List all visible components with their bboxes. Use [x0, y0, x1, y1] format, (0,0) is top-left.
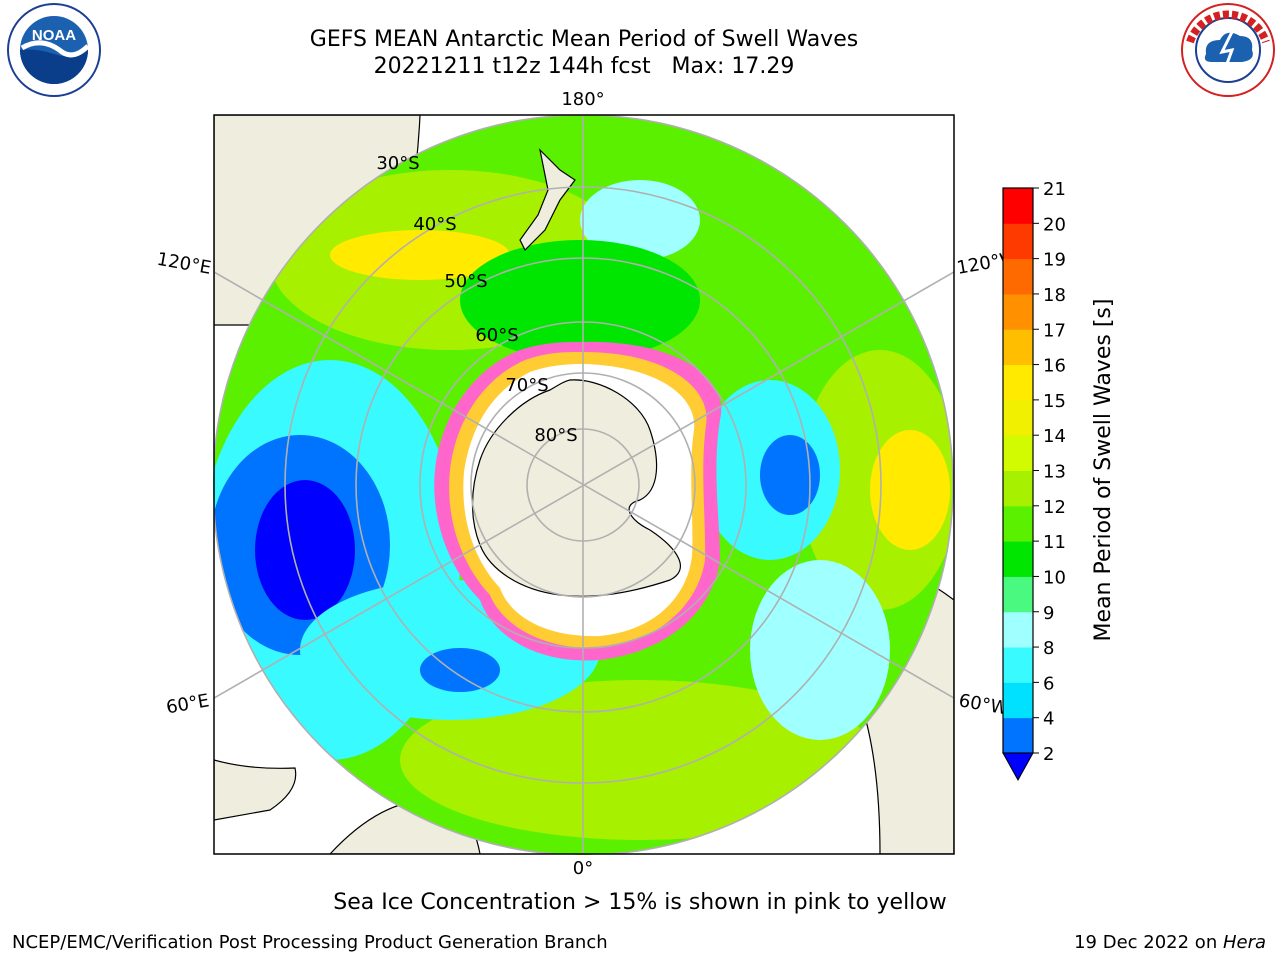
lat-label-70s: 70°S [505, 375, 548, 396]
footer-credit: NCEP/EMC/Verification Post Processing Pr… [12, 932, 608, 953]
lat-label-60s: 60°S [475, 325, 518, 346]
colorbar-segment [1003, 258, 1033, 295]
footer-date-text: 19 Dec 2022 on [1074, 932, 1223, 953]
colorbar-tick-label: 15 [1043, 391, 1066, 412]
lon-label-120e: 120°E [155, 249, 213, 279]
colorbar-tick-label: 10 [1043, 567, 1066, 588]
footer-machine: Hera [1222, 932, 1266, 953]
colorbar-tick-label: 6 [1043, 673, 1054, 694]
colorbar-tick-label: 9 [1043, 603, 1054, 624]
plot-subtitle: 20221211 t12z 144h fcst Max: 17.29 [373, 54, 795, 79]
colorbar-tick-label: 17 [1043, 320, 1066, 341]
colorbar-segments [1003, 188, 1033, 754]
colorbar-tick-label: 20 [1043, 214, 1066, 235]
lon-label-60e: 60°E [165, 690, 211, 718]
colorbar-tick-label: 14 [1043, 426, 1066, 447]
lat-label-30s: 30°S [376, 153, 419, 174]
lat-label-80s: 80°S [534, 425, 577, 446]
colorbar-segment [1003, 541, 1033, 577]
colorbar-segment [1003, 682, 1033, 719]
new-zealand [519, 148, 576, 252]
colorbar-segment [1003, 576, 1033, 613]
colorbar-tick-label: 21 [1043, 180, 1066, 200]
colorbar-tick-label: 4 [1043, 709, 1054, 730]
colorbar-tick-label: 16 [1043, 356, 1066, 377]
footer-date: 19 Dec 2022 on Hera [1074, 932, 1266, 953]
colorbar-segment [1003, 647, 1033, 683]
colorbar: 2 4 6 8 9 10 11 12 13 14 15 16 17 18 19 20 21 Mean Perio… [1002, 180, 1116, 782]
colorbar-segment [1003, 329, 1033, 366]
colorbar-segment [1003, 470, 1033, 507]
lon-label-0: 0° [573, 858, 593, 879]
plot-title: GEFS MEAN Antarctic Mean Period of Swell… [309, 27, 859, 52]
lat-label-50s: 50°S [444, 271, 487, 292]
noaa-logo-text: NOAA [32, 27, 76, 44]
colorbar-segment [1003, 611, 1033, 648]
colorbar-segment [1003, 223, 1033, 260]
caption: Sea Ice Concentration > 15% is shown in … [333, 890, 947, 915]
colorbar-segment [1003, 293, 1033, 330]
graticule [214, 115, 954, 854]
map-frame [213, 114, 955, 855]
colorbar-tick-label: 11 [1043, 532, 1066, 553]
lon-label-180: 180° [561, 89, 604, 110]
noaa-logo: NOAA [7, 3, 101, 97]
colorbar-tick-label: 8 [1043, 638, 1054, 659]
colorbar-segment [1003, 399, 1033, 436]
colorbar-segment [1003, 188, 1033, 224]
nws-logo [1181, 3, 1275, 97]
colorbar-tick-label: 19 [1043, 250, 1066, 271]
colorbar-ticks: 2 4 6 8 9 10 11 12 13 14 15 16 17 18 19 20 21 [1033, 180, 1066, 765]
colorbar-tick-label: 2 [1043, 744, 1054, 765]
colorbar-segment [1003, 717, 1033, 754]
colorbar-tick-label: 18 [1043, 285, 1066, 306]
colorbar-label: Mean Period of Swell Waves [s] [1091, 299, 1116, 642]
lat-label-40s: 40°S [413, 214, 456, 235]
colorbar-segment [1003, 435, 1033, 471]
colorbar-tick-label: 13 [1043, 462, 1066, 483]
colorbar-segment [1003, 364, 1033, 401]
colorbar-segment [1003, 505, 1033, 542]
colorbar-under-triangle [1002, 752, 1034, 782]
colorbar-tick-label: 12 [1043, 497, 1066, 518]
